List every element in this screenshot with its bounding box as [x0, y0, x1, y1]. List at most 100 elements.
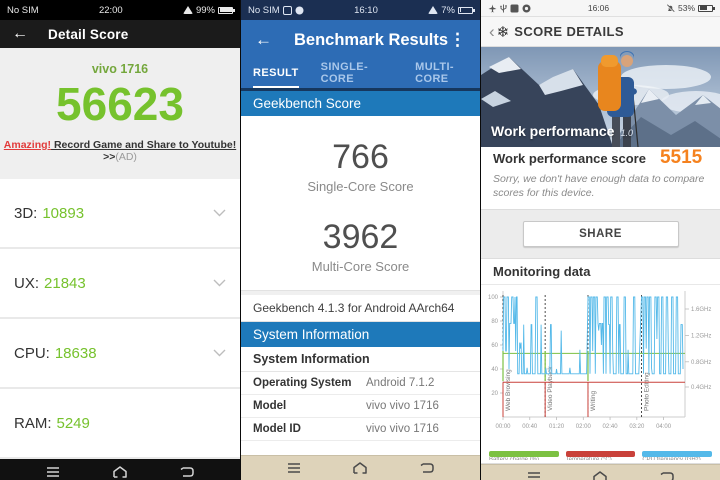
svg-text:Photo Editing: Photo Editing [644, 372, 651, 411]
3dmark-logo-icon: ❄ [496, 23, 510, 41]
row-label: CPU: [14, 344, 50, 362]
legend-item-cpu: CPU frequency (GHz) [642, 451, 713, 460]
multi-core-label: Multi-Core Score [311, 259, 410, 274]
svg-text:04:00: 04:00 [656, 424, 672, 430]
back-button[interactable]: ← [255, 30, 272, 49]
sysinfo-label: Model ID [253, 423, 301, 435]
home-button[interactable] [590, 469, 610, 480]
tab-multi-core[interactable]: MULTI-CORE [415, 61, 454, 85]
legend-label: Temperature (°C) [565, 457, 612, 461]
row-label: RAM: [14, 414, 52, 432]
nav-bar-middle [241, 455, 480, 480]
antutu-panel: No SIM 22:00 99% ← Detail Score vivo 171… [0, 0, 240, 480]
sysinfo-value: Android 7.1.2 [366, 377, 435, 389]
battery-icon [458, 6, 475, 14]
monitoring-header: Monitoring data [481, 259, 720, 286]
hero-caption: Work performance 1.0 [491, 123, 633, 139]
legend-item-battery: Battery charge (%) [489, 451, 559, 460]
score-row-ux[interactable]: UX: 21843 [0, 249, 240, 319]
svg-text:00:00: 00:00 [495, 424, 511, 430]
status-bar-middle: No SIM 16:10 7% [241, 0, 480, 20]
svg-text:20: 20 [491, 391, 498, 397]
svg-text:60: 60 [491, 343, 498, 349]
app-bar-left: ← Detail Score [0, 20, 240, 48]
svg-text:1.2GHz: 1.2GHz [691, 334, 711, 340]
svg-text:02:40: 02:40 [603, 424, 619, 430]
ad-highlight: Amazing! [3, 139, 52, 151]
notification-icon [295, 6, 304, 14]
score-row-ram: RAM: 5249 [0, 389, 240, 459]
back-button[interactable]: ← [12, 25, 28, 42]
no-data-note: Sorry, we don't have enough data to comp… [481, 169, 720, 211]
menu-button[interactable] [525, 469, 543, 480]
clock: 16:10 [354, 4, 378, 16]
row-label: 3D: [14, 204, 38, 222]
score-label: Work performance score [493, 150, 646, 166]
svg-text:Writing: Writing [590, 391, 597, 411]
home-button[interactable] [110, 464, 130, 480]
svg-text:40: 40 [491, 367, 498, 373]
chart-legend: Battery charge (%) Temperature (°C) CPU … [481, 450, 720, 463]
svg-text:80: 80 [491, 319, 498, 325]
legend-swatch-red [565, 451, 636, 458]
overflow-menu-icon[interactable]: ⋮ [449, 30, 466, 49]
usb-icon [500, 4, 507, 12]
tab-divider [241, 88, 480, 91]
nav-bar-left [0, 459, 240, 480]
menu-button[interactable] [285, 460, 303, 476]
ad-banner[interactable]: Amazing! Record Game and Share to Youtub… [0, 139, 240, 163]
score-row-cpu[interactable]: CPU: 18638 [0, 319, 240, 389]
sysinfo-row-model-id: Model ID vivo vivo 1716 [241, 418, 480, 441]
tab-result[interactable]: RESULT [253, 60, 299, 88]
geekbench-panel: No SIM 16:10 7% ← Benchmark Results ⋮ RE… [240, 0, 480, 480]
row-value: 18638 [54, 344, 97, 362]
wifi-icon [182, 6, 193, 14]
multi-core-score: 3962 [322, 218, 399, 256]
legend-item-temperature: Temperature (°C) [565, 451, 636, 461]
status-bar-right: 16:06 53% [481, 0, 720, 17]
svg-text:01:20: 01:20 [549, 424, 565, 430]
total-score: 56623 [56, 78, 184, 130]
carrier-label: No SIM [248, 4, 280, 16]
notification-icon [282, 5, 292, 15]
battery-percent: 99% [195, 4, 215, 16]
sysinfo-value: vivo vivo 1716 [366, 400, 439, 412]
battery-icon [698, 4, 715, 12]
tab-single-core[interactable]: SINGLE-CORE [320, 61, 369, 85]
status-bar-left: No SIM 22:00 99% [0, 0, 240, 20]
battery-icon [218, 6, 235, 14]
tab-bar: RESULT SINGLE-CORE MULTI-CORE [241, 60, 480, 88]
menu-button[interactable] [44, 464, 62, 480]
back-nav-button[interactable] [418, 460, 436, 476]
svg-text:Web Browsing: Web Browsing [505, 369, 512, 411]
row-value: 10893 [42, 204, 85, 222]
legend-swatch-blue [642, 451, 713, 458]
back-button[interactable]: ‹ [489, 21, 495, 41]
carrier-label: No SIM [7, 4, 39, 16]
svg-text:0.8GHz: 0.8GHz [691, 360, 711, 366]
share-button[interactable]: SHARE [522, 221, 679, 248]
home-button[interactable] [350, 460, 370, 476]
battery-percent: 53% [677, 3, 695, 13]
hero-image: Work performance 1.0 [481, 47, 720, 147]
score-value: 5515 [659, 147, 703, 168]
chevron-down-icon [213, 349, 226, 357]
legend-swatch-green [489, 451, 559, 458]
system-information-banner: System Information [241, 322, 480, 347]
monitoring-chart: 100 80 60 40 20 1.6GHz 1.2GHz 0.8GHz 0.4GHz 00:00… [488, 291, 711, 430]
airplane-mode-icon [488, 4, 497, 12]
svg-text:00:40: 00:40 [522, 424, 538, 430]
svg-text:03:20: 03:20 [629, 424, 645, 430]
back-nav-button[interactable] [658, 469, 676, 480]
app-bar-right: ‹ ❄ SCORE DETAILS [481, 17, 720, 47]
threedmark-panel: 16:06 53% ‹ ❄ SCORE DETAILS [480, 0, 720, 480]
page-title: SCORE DETAILS [514, 24, 624, 39]
nav-bar-right [481, 464, 720, 480]
ad-arrows: >> [103, 151, 116, 163]
chevron-down-icon [213, 209, 226, 217]
ad-link: Record Game and Share to Youtube! [51, 139, 237, 151]
score-row-3d[interactable]: 3D: 10893 [0, 179, 240, 249]
battery-percent: 7% [441, 4, 455, 16]
back-nav-button[interactable] [178, 464, 196, 480]
